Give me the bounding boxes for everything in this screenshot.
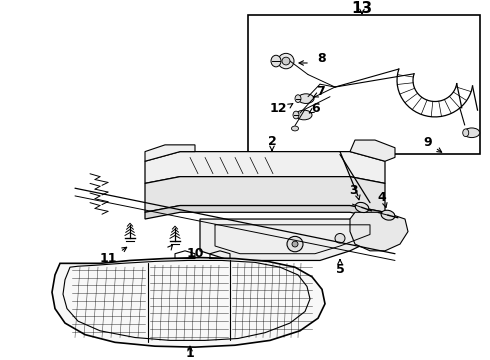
Ellipse shape: [463, 129, 469, 136]
Text: 3: 3: [349, 184, 357, 197]
Text: 5: 5: [336, 263, 344, 276]
Text: 13: 13: [351, 1, 372, 15]
Circle shape: [278, 53, 294, 69]
PathPatch shape: [52, 257, 325, 347]
Text: 2: 2: [268, 135, 276, 148]
Text: 8: 8: [318, 52, 326, 65]
Circle shape: [282, 57, 290, 65]
Text: 6: 6: [312, 102, 320, 115]
Ellipse shape: [381, 210, 395, 220]
Circle shape: [335, 234, 345, 243]
Text: 7: 7: [316, 85, 324, 98]
Text: 1: 1: [186, 347, 195, 360]
Ellipse shape: [271, 55, 281, 67]
Ellipse shape: [296, 110, 312, 120]
Text: 11: 11: [99, 252, 117, 265]
Ellipse shape: [355, 202, 369, 212]
Polygon shape: [145, 145, 195, 161]
Polygon shape: [200, 219, 385, 260]
Ellipse shape: [295, 95, 301, 103]
Text: 10: 10: [186, 247, 204, 260]
Ellipse shape: [292, 126, 298, 131]
Text: 9: 9: [424, 136, 432, 149]
Ellipse shape: [298, 94, 314, 103]
Ellipse shape: [464, 128, 480, 138]
Bar: [248, 15, 480, 154]
Polygon shape: [350, 140, 395, 161]
Text: 4: 4: [378, 192, 387, 204]
Circle shape: [292, 241, 298, 247]
Polygon shape: [350, 212, 408, 251]
Polygon shape: [145, 152, 385, 183]
Text: 12: 12: [269, 102, 287, 115]
Ellipse shape: [293, 111, 299, 119]
Polygon shape: [145, 177, 385, 212]
Circle shape: [287, 237, 303, 252]
Polygon shape: [145, 206, 385, 219]
